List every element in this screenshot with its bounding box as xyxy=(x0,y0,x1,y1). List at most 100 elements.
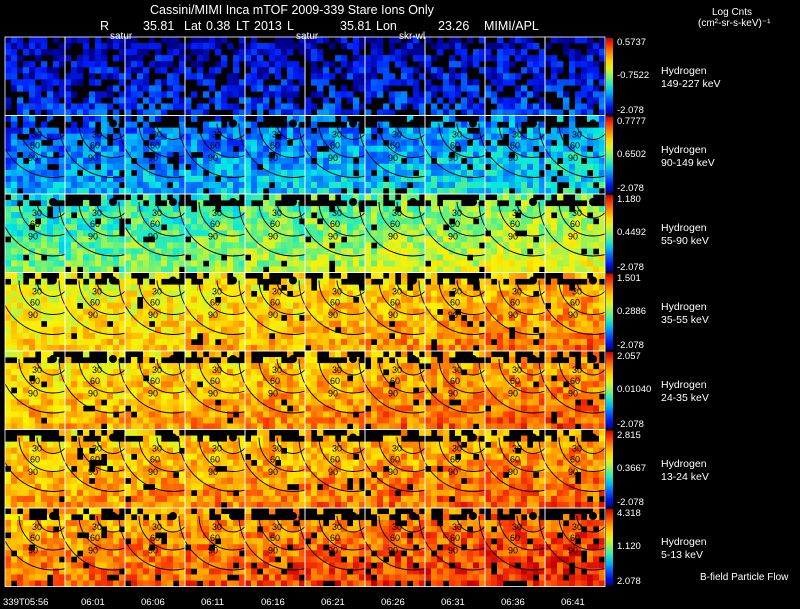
l-label: L xyxy=(287,19,294,33)
contour-label: 30 xyxy=(572,208,582,218)
contour-label: 30 xyxy=(572,443,582,453)
row-0-panels xyxy=(5,37,606,116)
contour-label: 90 xyxy=(568,467,578,477)
energy-label: 24-35 keV xyxy=(661,392,709,404)
contour-label: 30 xyxy=(212,208,222,218)
contour-label: 30 xyxy=(92,208,102,218)
contour-label: 60 xyxy=(270,455,280,465)
r-label: R xyxy=(100,19,110,33)
contour-label: 90 xyxy=(508,388,518,398)
species-label: Hydrogen xyxy=(661,379,707,391)
credit-label: MIMI/APL xyxy=(484,19,539,33)
overlay-label-2: satur xyxy=(296,31,319,42)
contour-label: 30 xyxy=(272,365,282,375)
x-tick-label: 06:06 xyxy=(141,597,165,608)
row-3-panels: 30 60 90 30 60 90 30 60 90 30 60 90 30 60 90 30 60 90 30 60… xyxy=(0,272,648,352)
contour-group: 30 60 90 xyxy=(418,276,528,335)
contour-group: 30 60 90 xyxy=(58,433,168,492)
contour-label: 90 xyxy=(148,545,158,555)
contour-label: 60 xyxy=(90,455,100,465)
contour-label: 30 xyxy=(152,365,162,375)
contour-label: 30 xyxy=(272,286,282,296)
contour-label: 60 xyxy=(30,141,40,151)
units-line2: (cm²-sr-s-keV)⁻¹ xyxy=(698,18,771,29)
colorbar-4 xyxy=(606,352,613,429)
contour-label: 60 xyxy=(330,376,340,386)
colorbar-min: 2.078 xyxy=(617,575,641,587)
contour-label: 30 xyxy=(272,522,282,532)
contour-label: 30 xyxy=(32,286,42,296)
contour-label: 30 xyxy=(212,365,222,375)
contour-label: 90 xyxy=(148,231,158,241)
contour-label: 60 xyxy=(90,376,100,386)
contour-label: 30 xyxy=(392,286,402,296)
lt-label: LT xyxy=(236,19,250,33)
contour-label: 30 xyxy=(332,129,342,139)
contour-label: 60 xyxy=(450,298,460,308)
contour-label: 60 xyxy=(330,141,340,151)
contour-label: 90 xyxy=(268,310,278,320)
colorbar-mid: 0.2886 xyxy=(617,305,647,317)
contour-label: 60 xyxy=(450,219,460,229)
row-6-panels: 3060903060903060903060903060903060903060… xyxy=(0,508,648,587)
contour-label: 90 xyxy=(448,467,458,477)
contour-label: 90 xyxy=(28,388,38,398)
contour-label: 30 xyxy=(92,522,102,532)
colorbar-mid: 0.01040 xyxy=(617,384,652,396)
contour-label: 60 xyxy=(390,298,400,308)
colorbar-max: 2.815 xyxy=(617,429,641,441)
colorbar-mid: 1.120 xyxy=(617,541,641,553)
energy-label: 55-90 keV xyxy=(661,235,709,247)
contour-label: 30 xyxy=(152,522,162,532)
contour-label: 90 xyxy=(88,467,98,477)
contour-label: 90 xyxy=(388,545,398,555)
contour-label: 30 xyxy=(32,129,42,139)
colorbar-3 xyxy=(606,273,613,350)
contour-group: 30 60 90 xyxy=(538,119,648,178)
contour-label: 30 xyxy=(92,129,102,139)
contour-label: 30 xyxy=(152,208,162,218)
contour-label: 30 xyxy=(152,129,162,139)
contour-label: 30 xyxy=(392,365,402,375)
contour-label: 90 xyxy=(148,153,158,163)
colorbar-min: -2.078 xyxy=(617,418,644,430)
species-label: Hydrogen xyxy=(661,300,707,313)
contour-label: 30 xyxy=(212,129,222,139)
contour-label: 90 xyxy=(268,231,278,241)
x-tick-label: 06:11 xyxy=(201,597,225,608)
lat-value: 0.38 xyxy=(206,19,231,33)
colorbar-max: 1.501 xyxy=(617,272,641,284)
contour-label: 60 xyxy=(30,455,40,465)
contour-label: 60 xyxy=(270,219,280,229)
energy-label: 149-227 keV xyxy=(661,78,721,90)
colorbar-6 xyxy=(606,509,613,586)
contour-label: 90 xyxy=(568,545,578,555)
contour-label: 60 xyxy=(210,219,220,229)
colorbar-mid: 0.3667 xyxy=(617,462,647,474)
lt-value: 2013 xyxy=(254,19,282,33)
contour-label: 30 xyxy=(392,443,402,453)
contour-label: 30 xyxy=(32,208,42,218)
contour-label: 30 xyxy=(452,443,462,453)
contour-label: 90 xyxy=(388,310,398,320)
contour-label: 60 xyxy=(150,141,160,151)
contour-label: 30 xyxy=(332,365,342,375)
contour-label: 90 xyxy=(388,231,398,241)
contour-label: 90 xyxy=(448,388,458,398)
contour-label: 60 xyxy=(30,533,40,543)
contour-label: 60 xyxy=(270,533,280,543)
contour-label: 90 xyxy=(448,310,458,320)
contour-label: 60 xyxy=(330,219,340,229)
contour-label: 30 xyxy=(392,208,402,218)
contour-label: 60 xyxy=(510,533,520,543)
contour-label: 90 xyxy=(268,545,278,555)
contour-group: 30 60 90 xyxy=(118,276,228,335)
contour-label: 30 xyxy=(92,443,102,453)
contour-label: 30 xyxy=(212,443,222,453)
contour-label: 90 xyxy=(388,388,398,398)
contour-label: 60 xyxy=(510,219,520,229)
contour-label: 90 xyxy=(568,153,578,163)
colorbar-mid: 0.4492 xyxy=(617,227,647,239)
contour-label: 30 xyxy=(212,522,222,532)
contour-label: 60 xyxy=(210,141,220,151)
